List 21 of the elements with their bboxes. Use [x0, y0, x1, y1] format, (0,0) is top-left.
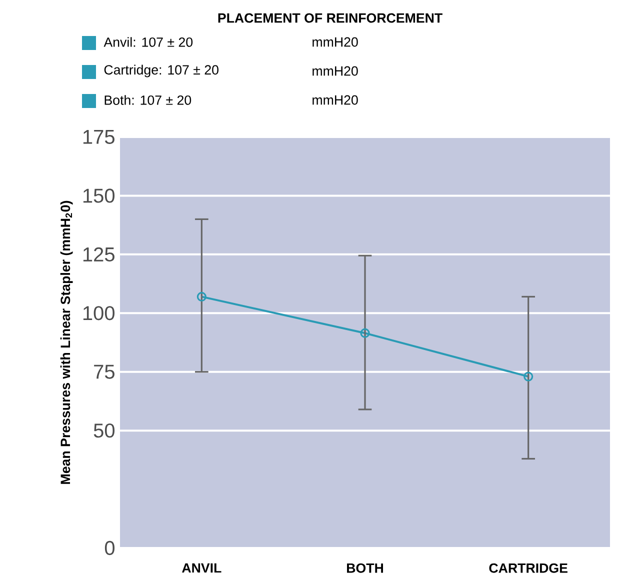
x-tick-label: ANVIL	[182, 563, 222, 573]
y-axis-title: Mean Pressures with Linear Stapler (mmH$_{2}$0)	[60, 200, 73, 484]
text: Anvil: 107 ± 20	[104, 37, 193, 47]
point	[196, 292, 206, 302]
y-tick-label: 175	[83, 130, 114, 144]
text: Both: 107 ± 20	[104, 95, 192, 105]
chart-title: PLACEMENT OF REINFORCEMENT	[218, 13, 442, 23]
y-tick-label: 150	[83, 188, 114, 203]
text: mmH20	[312, 95, 358, 105]
point	[360, 328, 370, 338]
y-tick-label: 0	[104, 540, 114, 556]
text: mmH20	[312, 66, 358, 76]
y-tick-label: 50	[94, 423, 114, 438]
x-tick-label: CARTRIDGE	[489, 563, 568, 573]
y-tick-label: 75	[94, 364, 114, 379]
point	[524, 372, 534, 382]
text: Cartridge: 107 ± 20	[104, 64, 218, 78]
text: mmH20	[312, 37, 358, 47]
x-tick-label: BOTH	[347, 563, 383, 573]
y-tick-label: 100	[83, 306, 114, 320]
y-tick-label: 125	[83, 247, 114, 262]
